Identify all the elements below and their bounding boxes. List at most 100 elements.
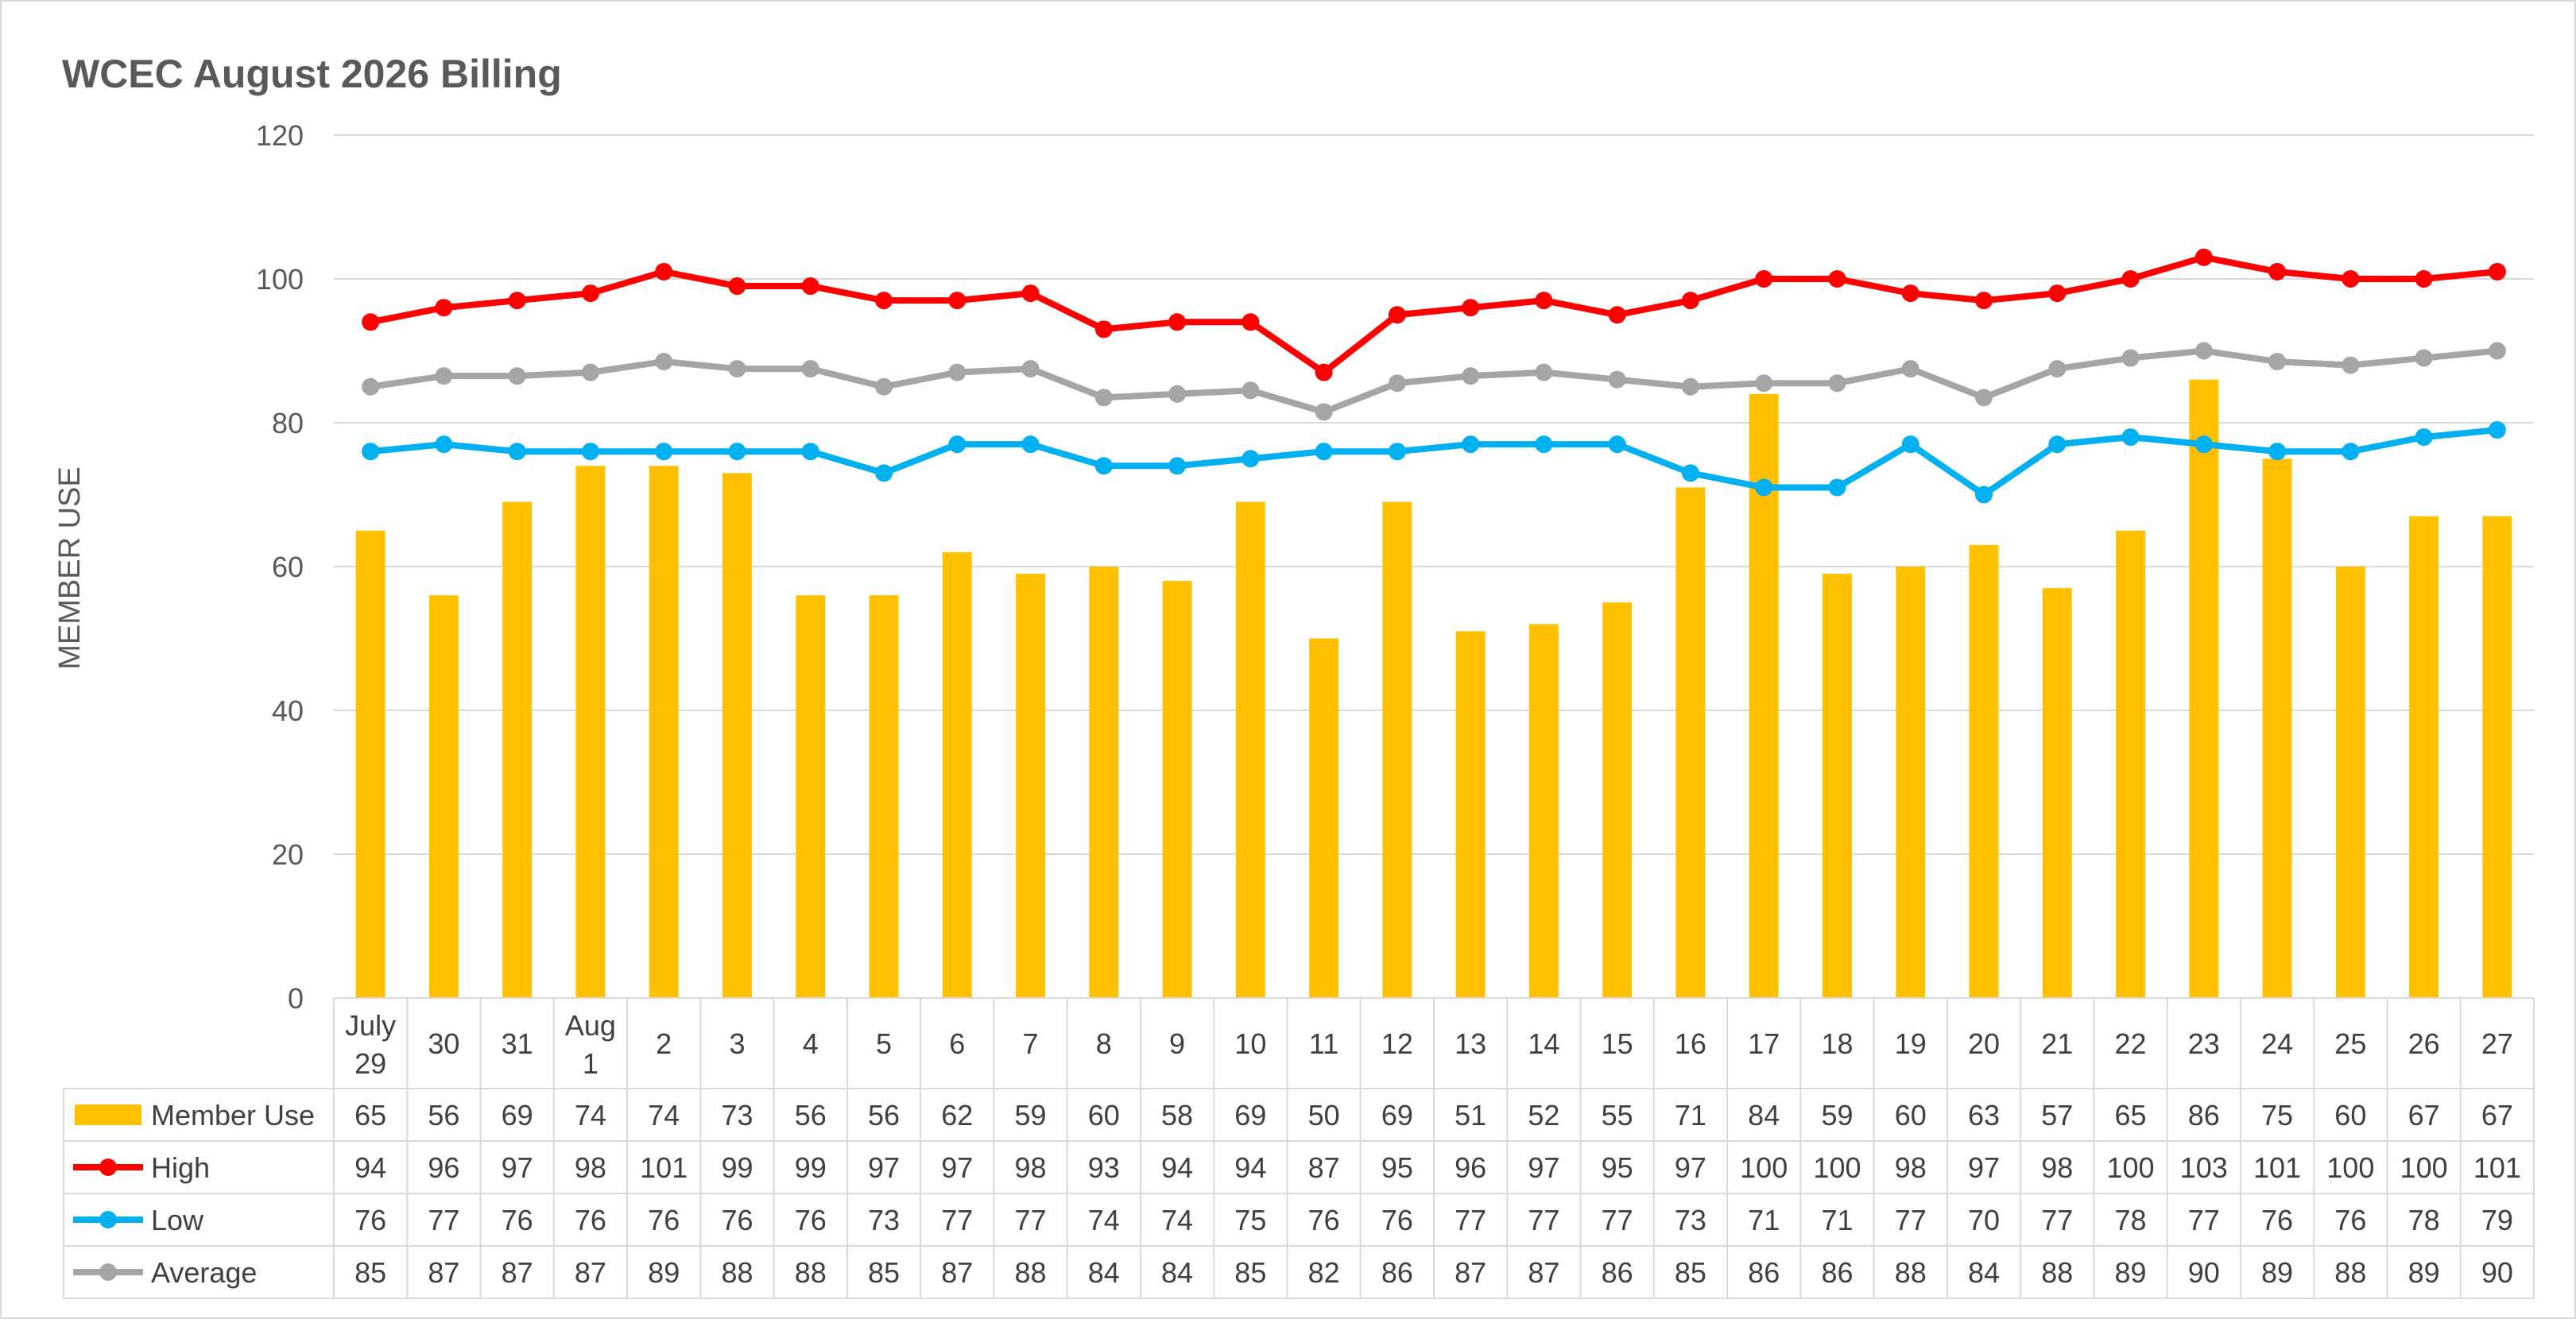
point-high	[1168, 313, 1187, 331]
table-cell: 65	[2115, 1099, 2147, 1132]
table-cell: 89	[2261, 1256, 2293, 1289]
x-tick-label: 21	[2041, 1027, 2073, 1060]
table-cell: 85	[1234, 1256, 1266, 1289]
x-tick-label: 16	[1675, 1027, 1706, 1060]
table-cell: 89	[2408, 1256, 2440, 1289]
table-row-low: Low 76 77 76 76 76 76 76 73 77 77 74 74 75 76 76 77 77 77 7…	[73, 1204, 2513, 1236]
table-cell: 62	[941, 1099, 973, 1132]
table-cell: 77	[2041, 1204, 2073, 1236]
bar-member-use	[1162, 581, 1192, 998]
table-cell: 52	[1528, 1099, 1559, 1132]
point-high	[362, 313, 380, 331]
table-cell: 99	[721, 1151, 753, 1184]
point-high	[801, 277, 819, 296]
table-cell: 88	[2041, 1256, 2073, 1289]
y-tick-label: 0	[288, 982, 304, 1015]
table-cell: 69	[1234, 1099, 1266, 1132]
bar-member-use	[1016, 574, 1045, 998]
point-low	[581, 443, 599, 461]
legend-label-average: Average	[151, 1256, 257, 1289]
point-average	[1828, 374, 1846, 393]
table-cell: 94	[354, 1151, 386, 1184]
bar-member-use	[2409, 516, 2439, 998]
point-low	[2121, 428, 2140, 447]
point-average	[2415, 349, 2433, 367]
table-cell: 87	[428, 1256, 459, 1289]
table-cell: 84	[1748, 1099, 1780, 1132]
legend-label-high: High	[151, 1151, 210, 1184]
x-tick-label: 18	[1821, 1027, 1853, 1060]
table-cell: 74	[575, 1099, 606, 1132]
bar-member-use	[2116, 530, 2145, 998]
table-row-average: Average 85 87 87 87 89 88 88 85 87 88 84 84 85 82 86 87 8…	[73, 1256, 2513, 1289]
x-tick-label: 15	[1602, 1027, 1633, 1060]
point-average	[435, 367, 453, 385]
point-high	[2268, 262, 2287, 280]
y-tick-label: 80	[272, 407, 304, 439]
table-cell: 98	[2041, 1151, 2073, 1184]
table-cell: 77	[1602, 1204, 1633, 1236]
table-cell: 77	[1015, 1204, 1047, 1236]
table-row-member-use: Member Use 65 56 69 74 74 73 56 56 62 59 60 58 69 50 69…	[75, 1099, 2513, 1132]
table-cell: 87	[502, 1256, 533, 1289]
point-average	[1315, 403, 1333, 421]
point-high	[1462, 299, 1480, 317]
legend-label-member-use: Member Use	[151, 1099, 315, 1132]
point-high	[875, 292, 893, 310]
point-average	[1462, 367, 1480, 385]
table-cell: 98	[1895, 1151, 1927, 1184]
bar-member-use	[1382, 501, 1412, 998]
table-cell: 76	[648, 1204, 680, 1236]
point-low	[655, 443, 673, 461]
point-average	[362, 377, 380, 396]
x-tick-label: 7	[1023, 1027, 1039, 1060]
table-cell: 60	[2334, 1099, 2366, 1132]
y-tick-label: 120	[256, 119, 304, 152]
point-average	[1608, 370, 1626, 389]
table-cell: 101	[640, 1151, 688, 1184]
table-cell: 85	[868, 1256, 900, 1289]
bar-member-use	[2189, 379, 2219, 998]
bar-member-use	[649, 466, 679, 998]
table-cell: 100	[1813, 1151, 1861, 1184]
bar-member-use	[355, 530, 385, 998]
point-high	[581, 284, 599, 303]
bar-member-use	[1823, 574, 1852, 998]
table-cell: 77	[1528, 1204, 1559, 1236]
point-high	[1975, 292, 1993, 310]
line-series	[362, 248, 2506, 504]
point-low	[2342, 443, 2360, 461]
point-average	[655, 353, 673, 371]
point-high	[1681, 292, 1699, 310]
table-cell: 97	[502, 1151, 533, 1184]
legend-label-low: Low	[151, 1204, 204, 1236]
point-low	[948, 435, 966, 454]
x-tick-label: 13	[1455, 1027, 1486, 1060]
legend-marker-low	[99, 1211, 117, 1228]
point-low	[1315, 443, 1333, 461]
point-low	[1755, 478, 1773, 497]
point-high	[1535, 292, 1553, 310]
table-cell: 75	[1234, 1204, 1266, 1236]
point-high	[1242, 313, 1260, 331]
x-tick-label: 30	[428, 1027, 459, 1060]
point-high	[1901, 284, 1919, 303]
bar-member-use	[1309, 638, 1339, 998]
point-high	[728, 277, 746, 296]
point-high	[1828, 270, 1846, 288]
point-average	[1094, 389, 1113, 407]
point-average	[2268, 353, 2287, 371]
table-cell: 58	[1161, 1099, 1193, 1132]
table-cell: 97	[1528, 1151, 1559, 1184]
point-low	[1608, 435, 1626, 454]
point-low	[1094, 457, 1113, 475]
series-average	[362, 342, 2506, 421]
line-average	[370, 347, 2498, 416]
bar-member-use	[2262, 458, 2292, 998]
table-cell: 88	[1895, 1256, 1927, 1289]
table-cell: 76	[2261, 1204, 2293, 1236]
x-tick-label: Aug	[565, 1009, 616, 1042]
bar-member-use	[869, 595, 899, 998]
bar-member-use	[1528, 624, 1559, 998]
table-cell: 76	[1381, 1204, 1413, 1236]
